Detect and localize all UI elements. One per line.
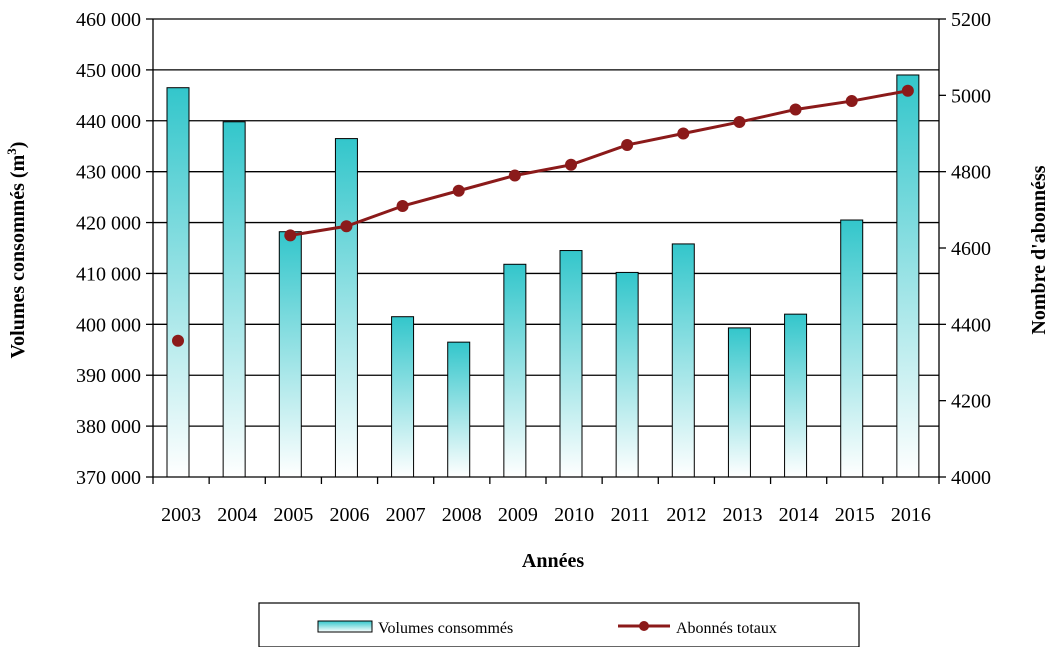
x-tick-label-2013: 2013 <box>723 504 763 526</box>
y-left-tick-label: 390 000 <box>76 365 141 387</box>
gridlines <box>153 18 939 427</box>
legend-swatch-volumes <box>317 620 373 633</box>
x-tick-label-2003: 2003 <box>161 504 201 526</box>
bar-2006 <box>334 138 358 478</box>
line-series <box>172 84 914 347</box>
x-tick-label-2012: 2012 <box>666 504 706 526</box>
x-tick-label-2015: 2015 <box>835 504 875 526</box>
abonnes-line <box>290 89 909 237</box>
x-tick-label-2016: 2016 <box>891 504 931 526</box>
legend-label-volumes: Volumes consommés <box>378 620 513 637</box>
bar-2013 <box>727 327 751 478</box>
y-right-tick-label: 4400 <box>951 314 991 336</box>
abonnes-point-2005 <box>284 229 297 242</box>
legend: Volumes consommés Abonnés totaux <box>258 602 860 648</box>
x-tick-label-2010: 2010 <box>554 504 594 526</box>
bar-2014 <box>784 313 808 478</box>
y-left-tick-label: 380 000 <box>76 416 141 438</box>
y-left-tick-label: 440 000 <box>76 111 141 133</box>
axes <box>146 18 946 484</box>
y-left-tick-label: 400 000 <box>76 314 141 336</box>
bar-2011 <box>615 271 639 478</box>
abonnes-point-2010 <box>565 158 577 171</box>
x-tick-label-2007: 2007 <box>386 504 426 526</box>
abonnes-point-2006 <box>340 220 353 233</box>
x-tick-label-2009: 2009 <box>498 504 538 526</box>
tick-labels: 370 000 380 000 390 000 400 000 410 000 420 0… <box>76 9 991 526</box>
y-left-tick-label: 410 000 <box>76 263 141 285</box>
bar-2012 <box>671 243 695 478</box>
y-axis-left-title: Volumes consommés (m3) <box>4 142 29 359</box>
y-left-tick-label: 370 000 <box>76 467 141 489</box>
bar-2009 <box>503 263 527 478</box>
y-left-tick-label: 430 000 <box>76 162 141 184</box>
legend-swatch-abonnes-marker <box>639 621 649 631</box>
bar-series <box>166 74 920 478</box>
abonnes-point-2013 <box>733 116 746 129</box>
x-tick-label-2014: 2014 <box>779 504 819 526</box>
x-tick-label-2006: 2006 <box>330 504 370 526</box>
abonnes-point-2016 <box>901 84 914 97</box>
abonnes-point-2009 <box>508 169 521 182</box>
bar-2015 <box>840 219 864 478</box>
bar-2007 <box>391 316 415 478</box>
legend-label-abonnes: Abonnés totaux <box>676 620 777 637</box>
bar-2016 <box>896 74 920 478</box>
y-right-tick-label: 4200 <box>951 391 991 413</box>
bar-2003 <box>166 87 190 478</box>
x-tick-label-2008: 2008 <box>442 504 482 526</box>
bar-2005 <box>278 231 302 478</box>
y-left-tick-label: 460 000 <box>76 9 141 31</box>
abonnes-point-2012 <box>677 127 690 140</box>
y-right-tick-label: 5200 <box>951 9 991 31</box>
abonnes-point-2015 <box>845 95 858 108</box>
abonnes-point-2003 <box>172 334 184 347</box>
bar-2004 <box>222 121 246 478</box>
bar-2010 <box>559 250 583 478</box>
y-axis-right-title: Nombre d'abonnéss <box>1028 165 1050 334</box>
bar-2008 <box>447 341 471 478</box>
x-tick-label-2011: 2011 <box>611 504 650 526</box>
y-left-tick-label: 420 000 <box>76 213 141 235</box>
x-tick-label-2004: 2004 <box>217 504 257 526</box>
y-right-tick-label: 4800 <box>951 162 991 184</box>
abonnes-point-2007 <box>396 200 409 213</box>
abonnes-point-2014 <box>789 103 802 116</box>
x-tick-label-2005: 2005 <box>273 504 313 526</box>
y-right-tick-label: 4600 <box>951 238 991 260</box>
y-right-tick-label: 4000 <box>951 467 991 489</box>
y-left-tick-label: 450 000 <box>76 60 141 82</box>
abonnes-point-2011 <box>621 138 634 151</box>
x-axis-title: Années <box>522 550 584 572</box>
abonnes-point-2008 <box>452 184 465 197</box>
y-right-tick-label: 5000 <box>951 85 991 107</box>
